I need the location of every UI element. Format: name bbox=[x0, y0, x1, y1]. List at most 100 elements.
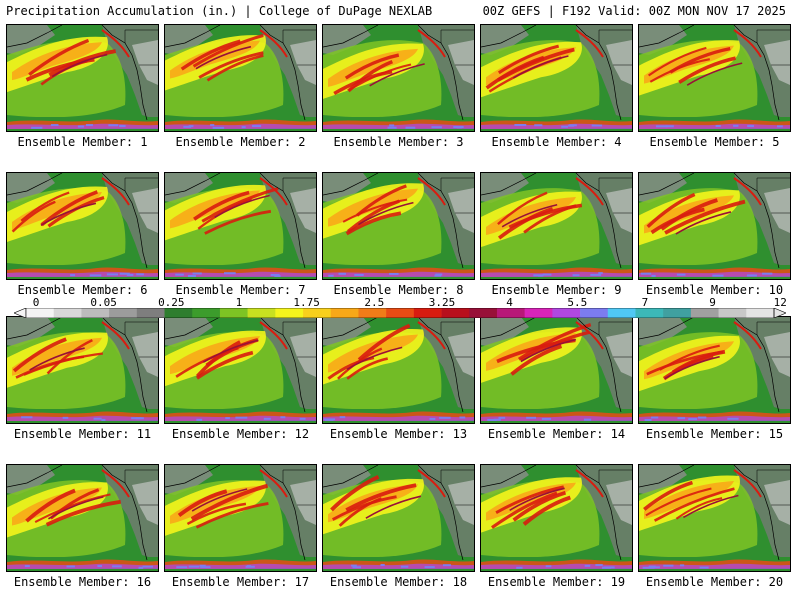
precip-map bbox=[322, 24, 475, 132]
colorbar-swatch bbox=[247, 308, 276, 318]
colorbar-swatch bbox=[81, 308, 110, 318]
ensemble-panel: Ensemble Member: 12 bbox=[164, 316, 317, 442]
ensemble-panel: Ensemble Member: 11 bbox=[6, 316, 159, 442]
precip-map bbox=[6, 172, 159, 280]
ensemble-member-label: Ensemble Member: 11 bbox=[13, 427, 152, 441]
ensemble-member-label: Ensemble Member: 14 bbox=[487, 427, 626, 441]
colorbar-swatch bbox=[53, 308, 82, 318]
colorbar-swatch bbox=[386, 308, 415, 318]
colorbar-tick-label: 9 bbox=[709, 296, 716, 309]
precip-map-graphic bbox=[639, 317, 790, 423]
colorbar-swatch bbox=[607, 308, 636, 318]
precip-map-graphic bbox=[165, 25, 316, 131]
ensemble-member-label: Ensemble Member: 5 bbox=[649, 135, 780, 149]
colorbar-max-arrow bbox=[773, 308, 786, 318]
ensemble-panel: Ensemble Member: 15 bbox=[638, 316, 791, 442]
colorbar-ticks: 0 0.05 0.25 1 1.75 2.5 3.25 4 5.5 7 9 12 bbox=[14, 296, 787, 309]
precip-map bbox=[638, 464, 791, 572]
ensemble-member-label: Ensemble Member: 1 bbox=[17, 135, 148, 149]
ensemble-member-label: Ensemble Member: 13 bbox=[329, 427, 468, 441]
ensemble-panel: Ensemble Member: 6 bbox=[6, 172, 159, 298]
precip-map-graphic bbox=[481, 317, 632, 423]
colorbar: 0 0.05 0.25 1 1.75 2.5 3.25 4 5.5 7 9 12 bbox=[14, 296, 787, 318]
ensemble-panel: Ensemble Member: 1 bbox=[6, 24, 159, 150]
precip-map-graphic bbox=[7, 25, 158, 131]
ensemble-member-label: Ensemble Member: 10 bbox=[645, 283, 784, 297]
ensemble-panel: Ensemble Member: 2 bbox=[164, 24, 317, 150]
precip-map-graphic bbox=[165, 465, 316, 571]
colorbar-tick-label: 0.25 bbox=[158, 296, 185, 309]
ensemble-panel: Ensemble Member: 3 bbox=[322, 24, 475, 150]
ensemble-member-label: Ensemble Member: 4 bbox=[491, 135, 622, 149]
precip-map-graphic bbox=[481, 465, 632, 571]
precip-map-graphic bbox=[323, 173, 474, 279]
colorbar-scale bbox=[14, 308, 786, 318]
colorbar-tick-label: 2.5 bbox=[364, 296, 385, 309]
precip-map bbox=[638, 172, 791, 280]
precip-map-graphic bbox=[323, 465, 474, 571]
precip-map bbox=[480, 464, 633, 572]
colorbar-tick-label: 4 bbox=[506, 296, 513, 309]
colorbar-swatch bbox=[358, 308, 387, 318]
precip-map bbox=[638, 24, 791, 132]
precip-map-graphic bbox=[7, 317, 158, 423]
ensemble-member-label: Ensemble Member: 17 bbox=[171, 575, 310, 589]
colorbar-swatch bbox=[303, 308, 332, 318]
colorbar-swatch bbox=[635, 308, 664, 318]
ensemble-member-label: Ensemble Member: 8 bbox=[333, 283, 464, 297]
precip-map bbox=[480, 24, 633, 132]
ensemble-member-label: Ensemble Member: 3 bbox=[333, 135, 464, 149]
colorbar-swatch bbox=[663, 308, 692, 318]
colorbar-swatch bbox=[552, 308, 581, 318]
colorbar-swatch bbox=[164, 308, 193, 318]
ensemble-member-label: Ensemble Member: 9 bbox=[491, 283, 622, 297]
ensemble-panel: Ensemble Member: 17 bbox=[164, 464, 317, 590]
ensemble-panel: Ensemble Member: 4 bbox=[480, 24, 633, 150]
colorbar-tick-label: 0 bbox=[32, 296, 40, 309]
ensemble-member-label: Ensemble Member: 16 bbox=[13, 575, 152, 589]
ensemble-panel: Ensemble Member: 19 bbox=[480, 464, 633, 590]
colorbar-swatch bbox=[746, 308, 775, 318]
precip-map bbox=[480, 316, 633, 424]
ensemble-member-label: Ensemble Member: 18 bbox=[329, 575, 468, 589]
header: Precipitation Accumulation (in.) | Colle… bbox=[0, 0, 800, 22]
ensemble-panel: Ensemble Member: 16 bbox=[6, 464, 159, 590]
precip-map bbox=[6, 316, 159, 424]
ensemble-panel: Ensemble Member: 9 bbox=[480, 172, 633, 298]
colorbar-swatch bbox=[330, 308, 359, 318]
ensemble-grid: Ensemble Member: 1 Ensemble Member: 2 Ense… bbox=[6, 24, 794, 600]
precip-map-graphic bbox=[165, 173, 316, 279]
colorbar-swatch bbox=[690, 308, 719, 318]
ensemble-panel: Ensemble Member: 20 bbox=[638, 464, 791, 590]
precip-map bbox=[6, 24, 159, 132]
ensemble-member-label: Ensemble Member: 19 bbox=[487, 575, 626, 589]
precip-map bbox=[322, 172, 475, 280]
colorbar-swatch bbox=[580, 308, 609, 318]
colorbar-swatch bbox=[109, 308, 138, 318]
precip-map bbox=[164, 316, 317, 424]
precip-map-graphic bbox=[165, 317, 316, 423]
colorbar-tick-label: 1 bbox=[235, 296, 243, 309]
precip-map-graphic bbox=[323, 317, 474, 423]
precip-map-graphic bbox=[7, 173, 158, 279]
precip-map-graphic bbox=[481, 25, 632, 131]
precip-map bbox=[322, 464, 475, 572]
colorbar-swatch bbox=[26, 308, 55, 318]
ensemble-member-label: Ensemble Member: 20 bbox=[645, 575, 784, 589]
run-info: 00Z GEFS | F192 Valid: 00Z MON NOV 17 20… bbox=[482, 4, 786, 18]
ensemble-panel: Ensemble Member: 7 bbox=[164, 172, 317, 298]
colorbar-swatch bbox=[718, 308, 747, 318]
ensemble-member-label: Ensemble Member: 12 bbox=[171, 427, 310, 441]
ensemble-member-label: Ensemble Member: 6 bbox=[17, 283, 148, 297]
precip-map-graphic bbox=[7, 465, 158, 571]
ensemble-panel: Ensemble Member: 14 bbox=[480, 316, 633, 442]
colorbar-swatch bbox=[219, 308, 248, 318]
precip-map-graphic bbox=[323, 25, 474, 131]
precip-map-graphic bbox=[481, 173, 632, 279]
colorbar-swatch bbox=[275, 308, 304, 318]
precip-map bbox=[638, 316, 791, 424]
colorbar-swatch bbox=[469, 308, 498, 318]
ensemble-member-label: Ensemble Member: 2 bbox=[175, 135, 306, 149]
colorbar-tick-label: 3.25 bbox=[428, 296, 456, 309]
precip-map bbox=[164, 172, 317, 280]
